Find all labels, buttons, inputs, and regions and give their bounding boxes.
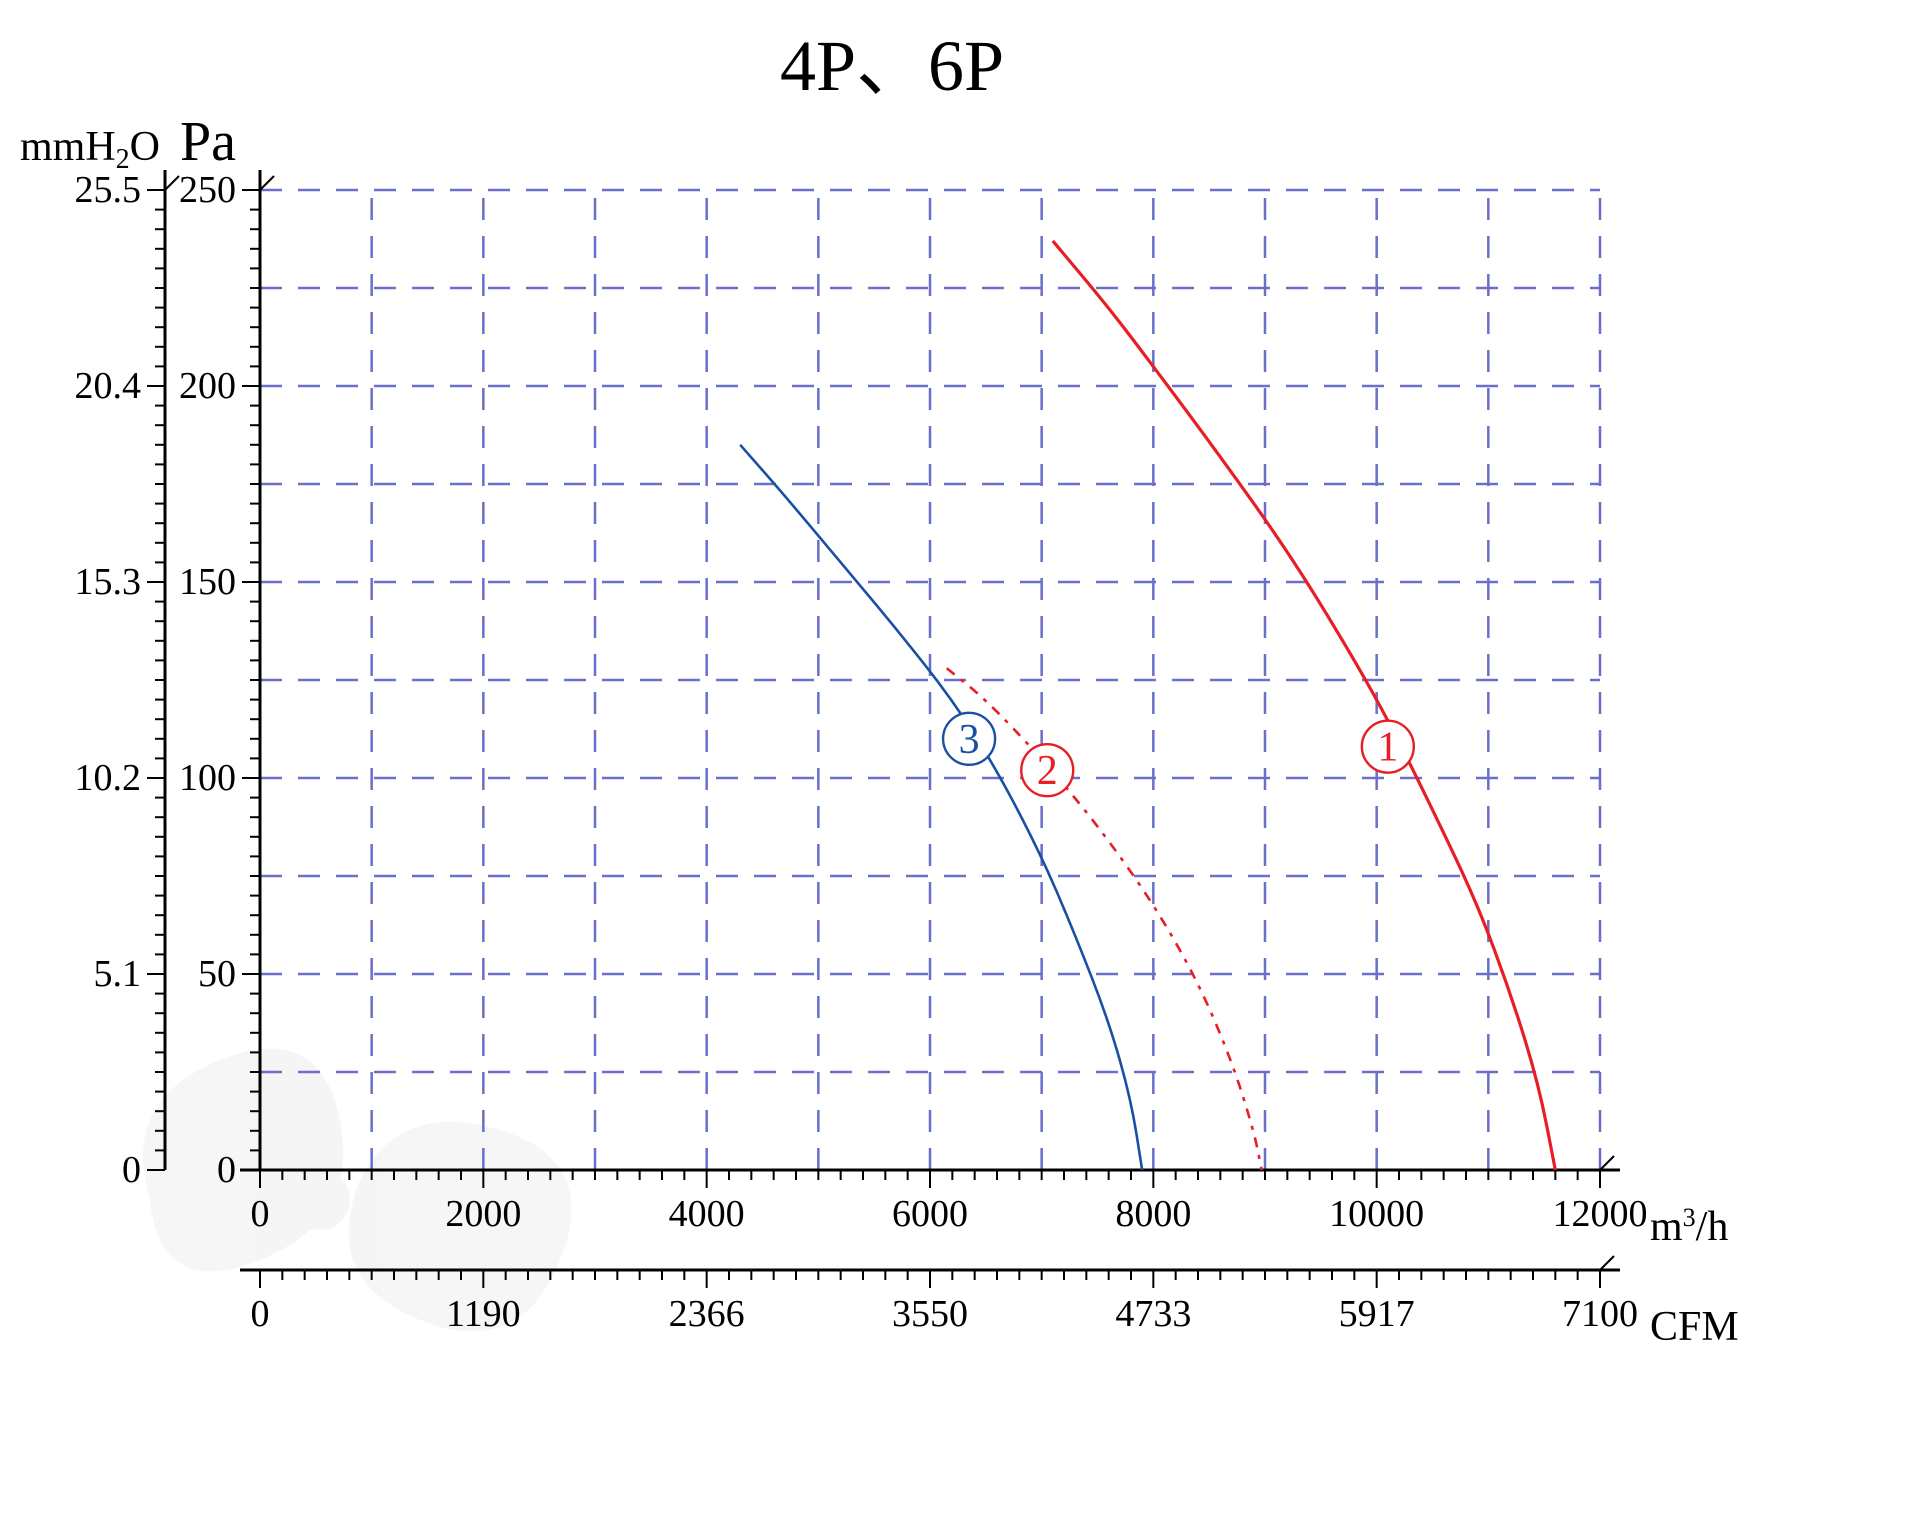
curve3 xyxy=(740,445,1142,1170)
y-pa-tick-label: 50 xyxy=(198,953,236,995)
y-unit-pa: Pa xyxy=(180,111,236,173)
x-unit-m3h: m3/h xyxy=(1650,1203,1728,1250)
x-m3h-tick-label: 12000 xyxy=(1553,1193,1648,1235)
x-cfm-tick-label: 0 xyxy=(251,1293,270,1335)
x-cfm-tick-label: 2366 xyxy=(669,1293,745,1335)
x-cfm-tick-label: 5917 xyxy=(1339,1293,1415,1335)
watermark xyxy=(143,1049,571,1332)
curve1 xyxy=(1053,241,1556,1170)
y-pa-tick-label: 150 xyxy=(179,561,236,603)
x-m3h-tick-label: 6000 xyxy=(892,1193,968,1235)
x-m3h-tick-label: 2000 xyxy=(445,1193,521,1235)
x-cfm-tick-label: 3550 xyxy=(892,1293,968,1335)
curve3-label: 3 xyxy=(959,717,980,763)
y-mm-tick-label: 5.1 xyxy=(94,953,142,995)
x-cfm-tick-label: 4733 xyxy=(1115,1293,1191,1335)
y-pa-tick-label: 200 xyxy=(179,365,236,407)
x-m3h-tick-label: 8000 xyxy=(1115,1193,1191,1235)
x-cfm-tick-label: 1190 xyxy=(446,1293,521,1335)
y-pa-tick-label: 100 xyxy=(179,757,236,799)
y-pa-tick-label: 250 xyxy=(179,169,236,211)
y-mm-tick-label: 20.4 xyxy=(75,365,142,407)
performance-chart: 4P、6P mmH2O Pa m3/h CFM 0501001502002500… xyxy=(0,0,1917,1518)
y-mm-tick-label: 15.3 xyxy=(75,561,142,603)
y-unit-mmh2o: mmH2O xyxy=(20,124,160,175)
x-m3h-tick-label: 0 xyxy=(251,1193,270,1235)
curve1-label: 1 xyxy=(1377,725,1398,771)
y-mm-tick-label: 0 xyxy=(122,1149,141,1191)
x-cfm-tick-label: 7100 xyxy=(1562,1293,1638,1335)
x-m3h-tick-label: 10000 xyxy=(1329,1193,1424,1235)
curve2-label: 2 xyxy=(1037,748,1058,794)
y-mm-tick-label: 10.2 xyxy=(75,757,142,799)
x-unit-cfm: CFM xyxy=(1650,1304,1739,1350)
x-m3h-tick-label: 4000 xyxy=(669,1193,745,1235)
y-pa-tick-label: 0 xyxy=(217,1149,236,1191)
chart-title: 4P、6P xyxy=(780,26,1004,106)
chart-container: 4P、6P mmH2O Pa m3/h CFM 0501001502002500… xyxy=(0,0,1917,1518)
y-mm-tick-label: 25.5 xyxy=(75,169,142,211)
